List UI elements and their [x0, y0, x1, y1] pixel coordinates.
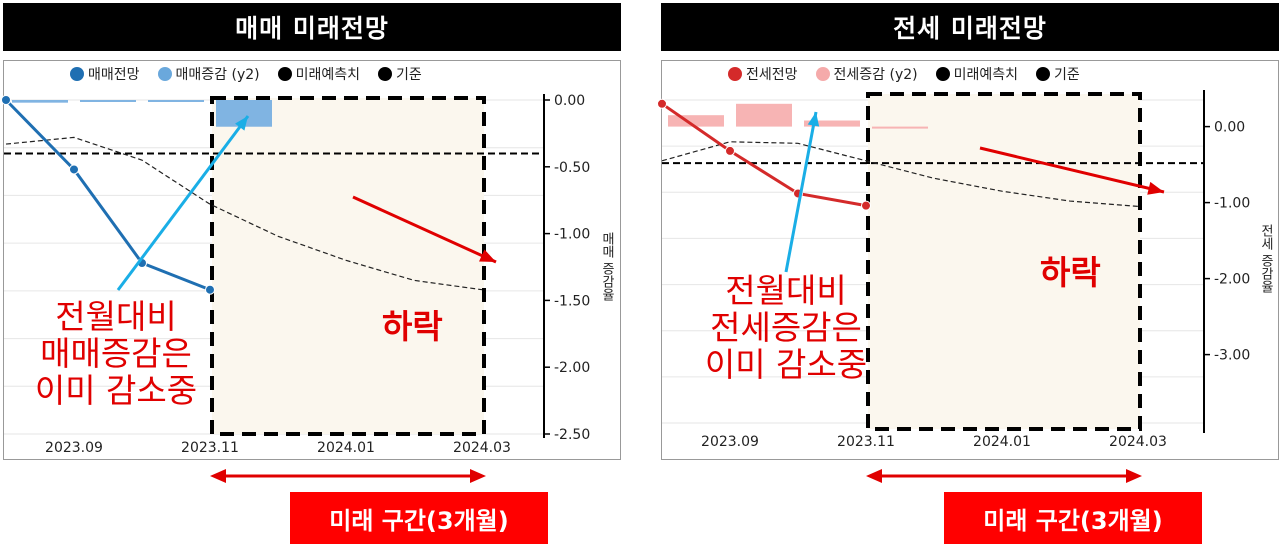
annotation-line: 이미 감소중: [34, 371, 198, 410]
legend-item-jeonse-outlook[interactable]: 전세전망: [728, 64, 798, 84]
legend-item-baseline[interactable]: 기준: [1036, 64, 1080, 84]
y-tick-label: 0.00: [1214, 120, 1245, 136]
y-tick-label: -1.50: [554, 293, 590, 309]
outlook-point: [658, 98, 667, 109]
falling-arrow-head-icon: [1147, 181, 1164, 195]
legend-label: 전세전망: [746, 67, 798, 83]
legend-dot-icon: [70, 67, 84, 81]
x-tick-label: 2024.03: [453, 440, 511, 456]
outlook-point: [205, 284, 215, 295]
jeonse-panel-title: 전세 미래전망: [661, 3, 1279, 51]
change-bar: [668, 115, 724, 127]
annotation-line: 전세증감은: [710, 308, 862, 347]
sale-panel-title: 매매 미래전망: [3, 3, 621, 51]
legend-item-forecast[interactable]: 미래예측치: [277, 64, 361, 84]
legend-item-forecast[interactable]: 미래예측치: [935, 64, 1019, 84]
jeonse-annotation: 전월대비 전세증감은 이미 감소중: [686, 272, 886, 383]
future-range-arrow-head-icon: [210, 469, 226, 483]
sale-y-axis-label: 매매 증감율: [599, 232, 614, 302]
change-bar: [148, 100, 204, 102]
outlook-point: [69, 164, 79, 175]
legend-dot-icon: [277, 67, 292, 81]
x-tick-label: 2024.03: [1109, 434, 1167, 450]
legend-dot-icon: [935, 67, 950, 81]
legend-item-sale-outlook[interactable]: 매매전망: [70, 64, 140, 84]
sale-chart: 0.00 -0.50 -1.00 -1.50 -2.00 -2.50 2023.09 2023…: [1, 93, 590, 483]
x-tick-label: 2024.01: [317, 440, 375, 456]
y-tick-label: -0.50: [554, 160, 590, 176]
x-tick-label: 2023.09: [45, 440, 103, 456]
outlook-line: [661, 102, 867, 208]
sale-future-range-label: 미래 구간(3개월): [290, 492, 548, 544]
jeonse-legend: 전세전망 전세증감 (y2) 미래예측치 기준: [728, 64, 1080, 84]
legend-dot-icon: [728, 67, 742, 81]
falling-arrow: [352, 195, 497, 264]
future-range-arrow-head-icon: [1126, 469, 1142, 483]
legend-item-sale-change[interactable]: 매매증감 (y2): [157, 64, 260, 84]
x-tick-label: 2023.11: [181, 440, 239, 456]
outlook-point: [861, 200, 871, 211]
legend-label: 기준: [396, 67, 422, 83]
jeonse-outlook-panel: 전세 미래전망 0.00 -1.00 -2.00 -3.00 2023.09 2023.1…: [658, 0, 1280, 556]
y-tick-label: -1.00: [1214, 196, 1250, 212]
legend-dot-icon: [157, 67, 172, 81]
y-tick-label: 0.00: [554, 93, 585, 109]
future-range-arrow-head-icon: [866, 469, 882, 483]
legend-dot-icon: [815, 67, 830, 81]
legend-label: 기준: [1054, 67, 1080, 83]
sale-falling-label: 하락: [382, 307, 443, 346]
change-bar: [736, 103, 792, 127]
jeonse-falling-label: 하락: [1040, 253, 1101, 292]
falling-arrow-head-icon: [479, 249, 496, 262]
change-bar: [872, 126, 928, 129]
jeonse-future-range-label: 미래 구간(3개월): [944, 492, 1202, 544]
falling-arrow: [979, 146, 1165, 194]
legend-item-jeonse-change[interactable]: 전세증감 (y2): [815, 64, 918, 84]
jeonse-chart: 0.00 -1.00 -2.00 -3.00 2023.09 2023.11 2024.01…: [658, 90, 1250, 483]
future-range-arrow-head-icon: [470, 469, 486, 483]
outlook-point: [725, 145, 735, 156]
annotation-line: 전월대비: [55, 297, 177, 336]
jeonse-y-axis-label: 전세 증감율: [1258, 224, 1273, 294]
y-tick-label: -1.00: [554, 227, 590, 243]
annotation-arrow: [784, 111, 818, 273]
outlook-line: [4, 98, 211, 292]
x-tick-label: 2023.11: [837, 434, 895, 450]
sale-annotation: 전월대비 매매증감은 이미 감소중: [16, 298, 216, 409]
change-bar: [804, 120, 860, 127]
annotation-arrow-head-icon: [807, 112, 820, 127]
outlook-point: [1, 95, 11, 105]
future-region-box: [866, 92, 1142, 431]
legend-label: 미래예측치: [295, 67, 361, 83]
forecast-line: [661, 141, 1139, 207]
annotation-line: 전월대비: [725, 271, 847, 310]
annotation-arrow: [116, 115, 250, 291]
annotation-line: 매매증감은: [40, 334, 192, 373]
y-tick-label: -3.00: [1214, 348, 1250, 364]
sale-legend: 매매전망 매매증감 (y2) 미래예측치 기준: [70, 64, 422, 84]
y-tick-label: -2.00: [554, 360, 590, 376]
forecast-line: [5, 136, 483, 291]
x-tick-label: 2024.01: [973, 434, 1031, 450]
annotation-arrow-head-icon: [235, 116, 248, 131]
legend-label: 매매전망: [88, 67, 140, 83]
legend-dot-icon: [1036, 67, 1051, 81]
future-region-box: [210, 96, 486, 436]
x-tick-label: 2023.09: [701, 434, 759, 450]
y-tick-label: -2.50: [554, 427, 590, 443]
change-bar: [80, 100, 136, 102]
legend-label: 매매증감 (y2): [175, 67, 260, 83]
y-tick-label: -2.00: [1214, 272, 1250, 288]
sale-outlook-panel: 매매 미래전망 0.00 -0.50 -1.00 -1.50 -2.00 -2.50 202…: [0, 0, 622, 556]
legend-item-baseline[interactable]: 기준: [378, 64, 422, 84]
legend-label: 미래예측치: [953, 67, 1019, 83]
change-bar: [12, 100, 68, 103]
legend-dot-icon: [378, 67, 393, 81]
legend-label: 전세증감 (y2): [833, 67, 918, 83]
annotation-line: 이미 감소중: [704, 345, 868, 384]
